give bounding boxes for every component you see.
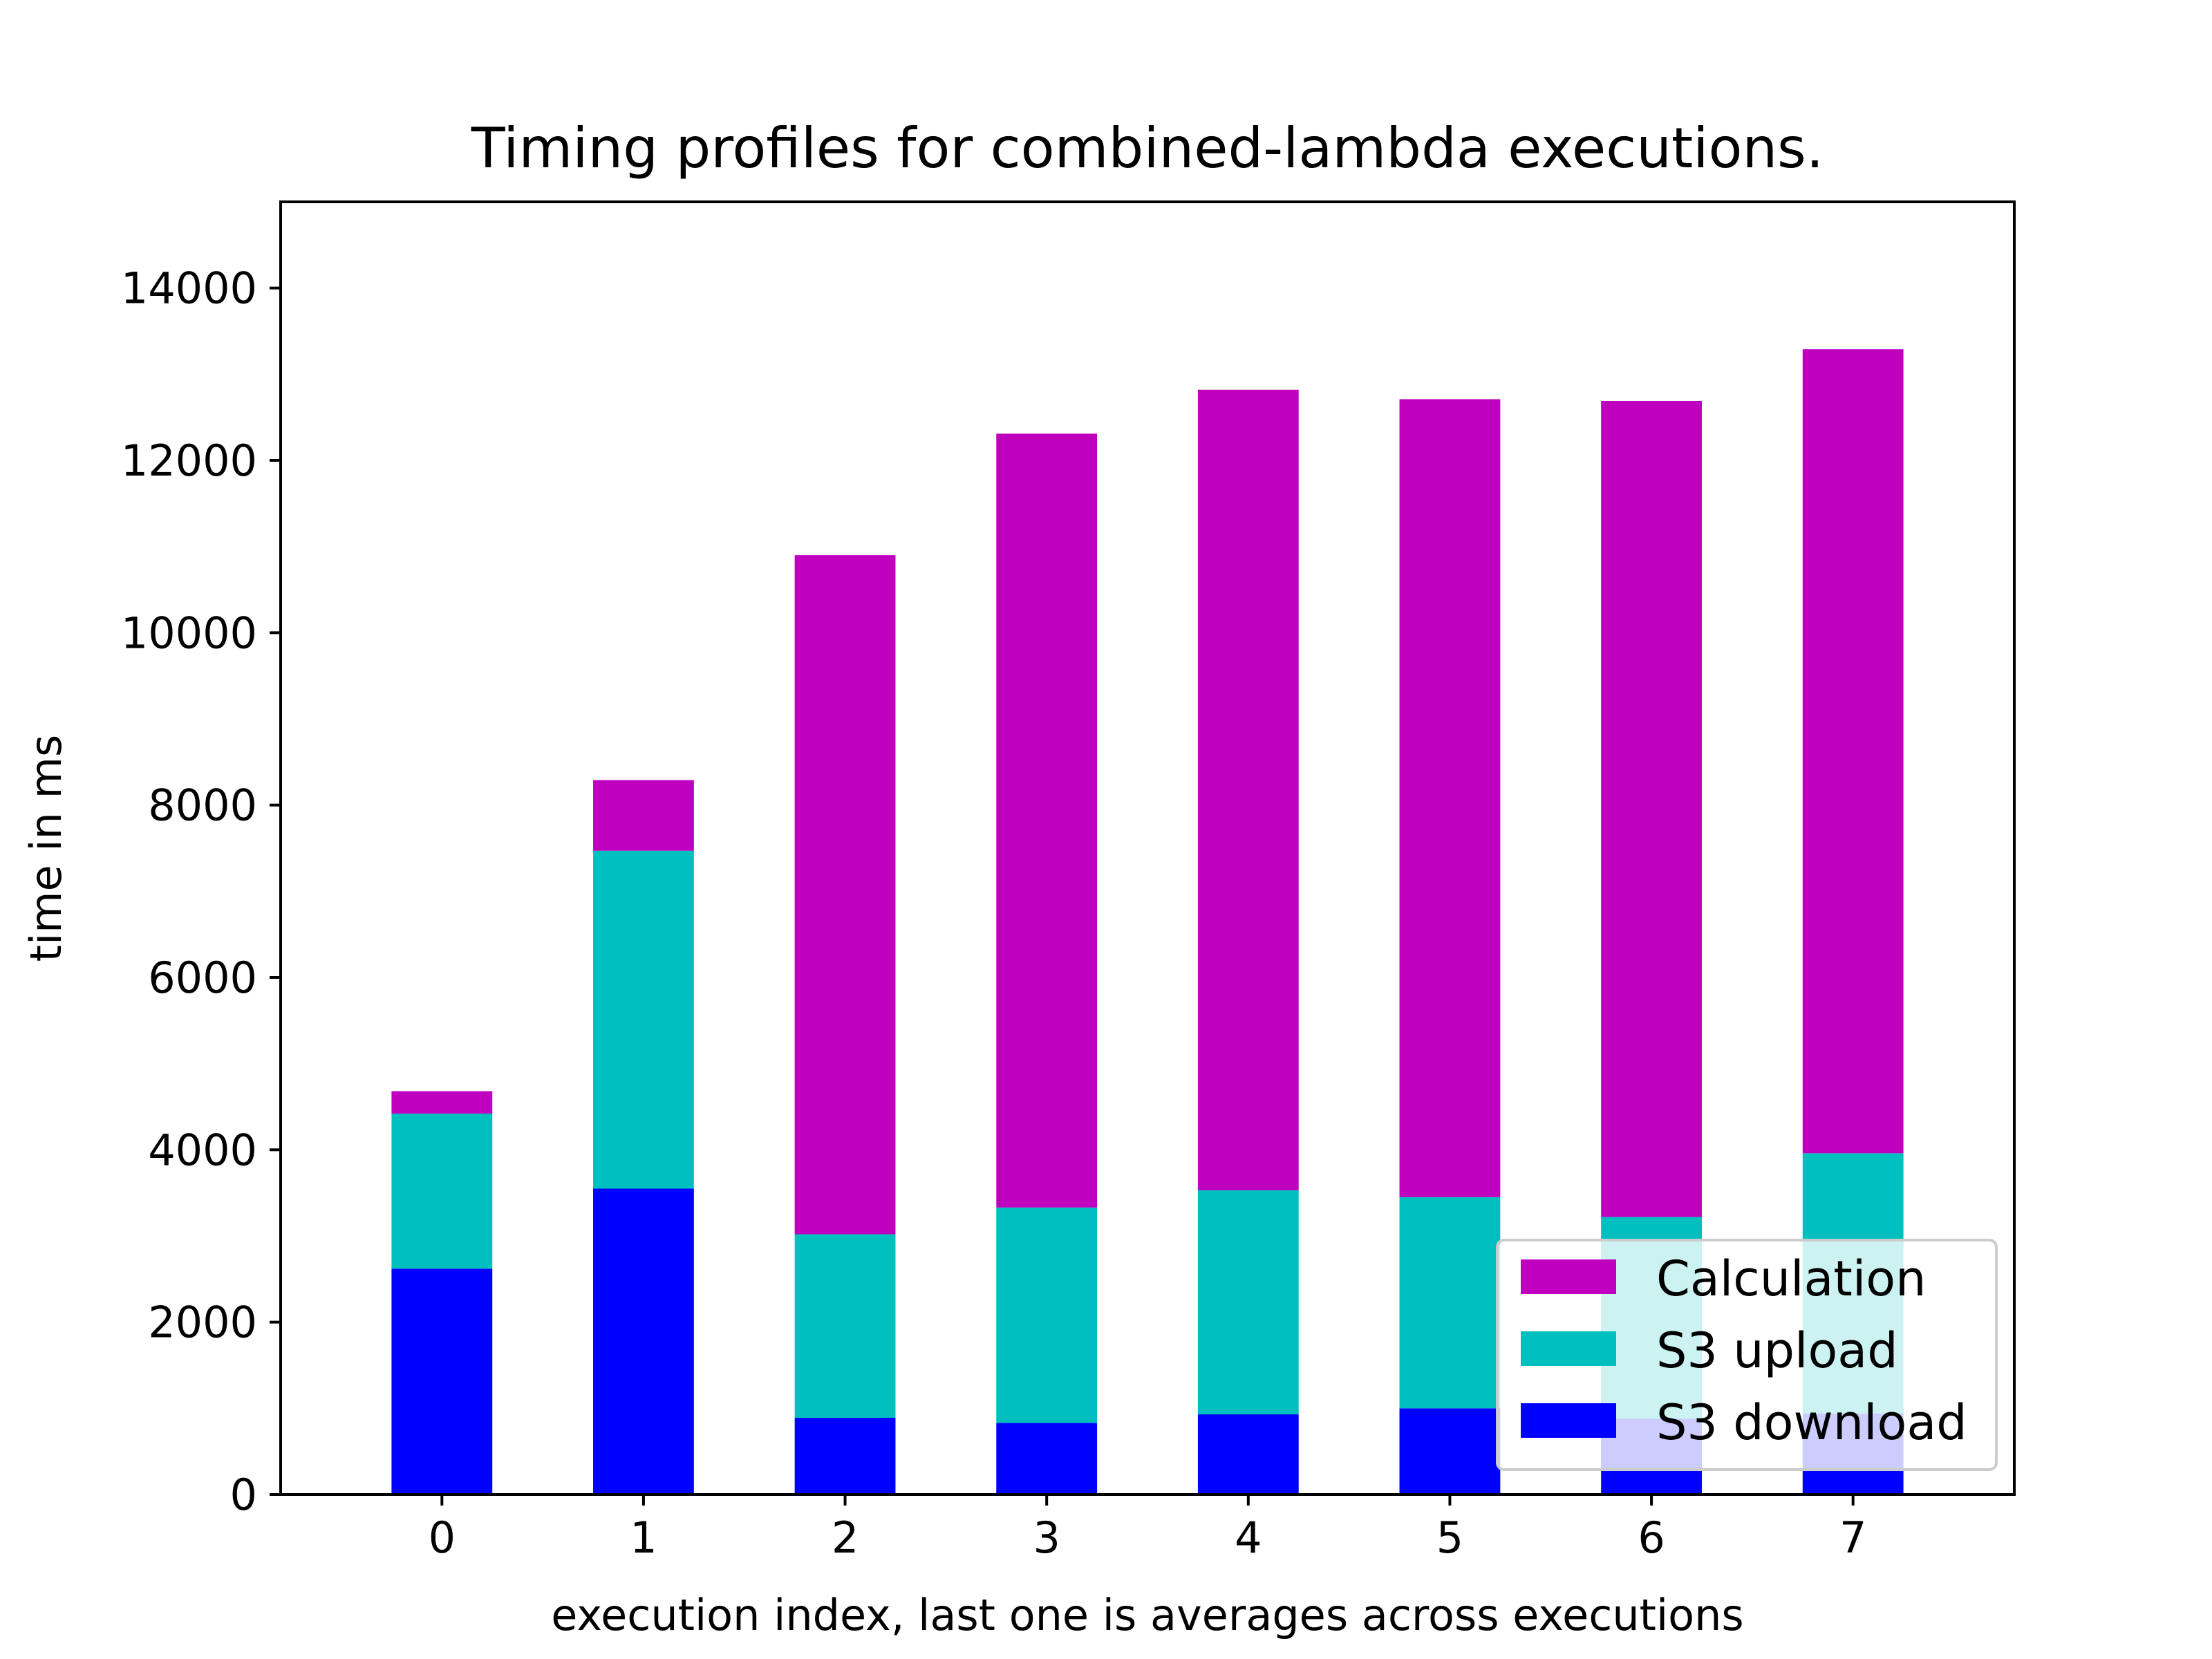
bar-s3-upload-0 — [391, 1113, 493, 1269]
bar-calculation-3 — [996, 433, 1098, 1208]
x-tick-label: 5 — [1436, 1512, 1463, 1563]
x-tick-label: 7 — [1839, 1512, 1866, 1563]
y-axis-ticks: 0 2000 4000 6000 8000 10000 12000 14000 — [121, 263, 281, 1520]
bar-s3-download-4 — [1197, 1414, 1299, 1494]
y-tick-label: 12000 — [121, 435, 257, 486]
bar-calculation-1 — [593, 780, 694, 851]
x-tick-label: 3 — [1033, 1512, 1060, 1563]
bar-s3-upload-4 — [1197, 1190, 1299, 1415]
x-axis-label: execution index, last one is averages ac… — [551, 1590, 1743, 1640]
bar-calculation-4 — [1197, 389, 1299, 1190]
bar-s3-upload-5 — [1399, 1197, 1501, 1409]
bar-calculation-0 — [391, 1091, 493, 1114]
y-tick-label: 6000 — [148, 953, 257, 1003]
legend-frame — [1496, 1239, 1998, 1471]
bars-layer — [391, 349, 1904, 1494]
x-tick-label: 4 — [1235, 1512, 1262, 1563]
bar-s3-download-5 — [1399, 1408, 1501, 1494]
legend-label-s3-download: S3 download — [1656, 1394, 1967, 1451]
x-tick-label: 6 — [1638, 1512, 1665, 1563]
legend-swatch-s3-download — [1521, 1403, 1616, 1438]
legend-label-calculation: Calculation — [1656, 1250, 1927, 1307]
chart-title: Timing profiles for combined-lambda exec… — [471, 116, 1824, 180]
y-tick-label: 0 — [230, 1470, 257, 1520]
y-tick-label: 2000 — [148, 1297, 257, 1348]
bar-s3-download-1 — [593, 1188, 694, 1494]
x-axis-ticks: 0 1 2 3 4 5 6 7 — [429, 1494, 1866, 1563]
y-axis-label: time in ms — [21, 735, 71, 962]
bar-calculation-6 — [1601, 400, 1702, 1217]
y-tick-label: 10000 — [121, 608, 257, 658]
bar-s3-download-3 — [996, 1423, 1098, 1494]
y-tick-label: 14000 — [121, 263, 257, 314]
bar-calculation-5 — [1399, 399, 1501, 1197]
x-tick-label: 0 — [429, 1512, 456, 1563]
bar-s3-upload-2 — [794, 1234, 896, 1418]
bar-calculation-7 — [1802, 349, 1904, 1154]
plot-frame — [279, 200, 2016, 1496]
bar-calculation-2 — [794, 555, 896, 1235]
legend-swatch-calculation — [1521, 1259, 1616, 1294]
bar-s3-upload-1 — [593, 850, 694, 1189]
x-tick-label: 1 — [630, 1512, 657, 1563]
legend-label-s3-upload: S3 upload — [1656, 1322, 1898, 1379]
legend-swatch-s3-upload — [1521, 1331, 1616, 1366]
y-tick-label: 4000 — [148, 1125, 257, 1175]
bar-s3-download-2 — [794, 1418, 896, 1494]
legend: Calculation S3 upload S3 download — [1496, 1239, 1998, 1471]
y-tick-label: 8000 — [148, 780, 257, 831]
bar-s3-upload-3 — [996, 1207, 1098, 1423]
x-tick-label: 2 — [832, 1512, 859, 1563]
bar-s3-download-0 — [391, 1268, 493, 1494]
